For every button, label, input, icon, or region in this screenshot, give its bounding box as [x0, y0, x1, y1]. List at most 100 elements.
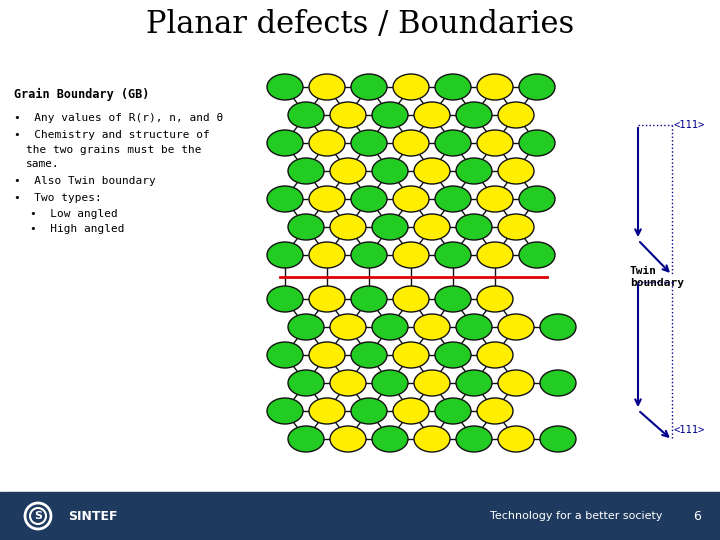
Ellipse shape: [267, 398, 303, 424]
Ellipse shape: [477, 398, 513, 424]
Ellipse shape: [288, 158, 324, 184]
Ellipse shape: [372, 158, 408, 184]
Ellipse shape: [540, 314, 576, 340]
Ellipse shape: [393, 242, 429, 268]
Ellipse shape: [435, 186, 471, 212]
Text: SINTEF: SINTEF: [68, 510, 117, 523]
Text: •  High angled: • High angled: [30, 224, 125, 234]
Ellipse shape: [477, 242, 513, 268]
Ellipse shape: [435, 74, 471, 100]
Ellipse shape: [309, 74, 345, 100]
Ellipse shape: [393, 186, 429, 212]
Text: <111>: <111>: [674, 425, 706, 435]
Ellipse shape: [414, 102, 450, 128]
Text: •  Low angled: • Low angled: [30, 209, 118, 219]
Ellipse shape: [498, 426, 534, 452]
Ellipse shape: [477, 286, 513, 312]
Ellipse shape: [477, 342, 513, 368]
Ellipse shape: [288, 102, 324, 128]
Ellipse shape: [351, 398, 387, 424]
Ellipse shape: [330, 158, 366, 184]
Ellipse shape: [393, 130, 429, 156]
Ellipse shape: [414, 214, 450, 240]
Ellipse shape: [414, 370, 450, 396]
Ellipse shape: [498, 214, 534, 240]
Ellipse shape: [267, 342, 303, 368]
Ellipse shape: [519, 74, 555, 100]
Ellipse shape: [309, 186, 345, 212]
Ellipse shape: [330, 314, 366, 340]
Text: Twin
boundary: Twin boundary: [630, 266, 684, 288]
Text: Planar defects / Boundaries: Planar defects / Boundaries: [146, 9, 574, 39]
Text: Grain Boundary (GB): Grain Boundary (GB): [14, 88, 149, 101]
Ellipse shape: [330, 102, 366, 128]
Ellipse shape: [456, 370, 492, 396]
Ellipse shape: [414, 426, 450, 452]
Ellipse shape: [456, 102, 492, 128]
Ellipse shape: [477, 74, 513, 100]
Ellipse shape: [477, 130, 513, 156]
Ellipse shape: [477, 186, 513, 212]
Ellipse shape: [330, 214, 366, 240]
Ellipse shape: [309, 398, 345, 424]
Ellipse shape: [498, 102, 534, 128]
Ellipse shape: [267, 74, 303, 100]
Ellipse shape: [456, 426, 492, 452]
Ellipse shape: [372, 314, 408, 340]
Text: the two grains must be the: the two grains must be the: [26, 145, 202, 155]
Ellipse shape: [351, 74, 387, 100]
Ellipse shape: [393, 74, 429, 100]
Ellipse shape: [456, 158, 492, 184]
Ellipse shape: [309, 286, 345, 312]
Text: 6: 6: [693, 510, 701, 523]
Ellipse shape: [372, 214, 408, 240]
Ellipse shape: [456, 314, 492, 340]
Ellipse shape: [309, 242, 345, 268]
Ellipse shape: [309, 342, 345, 368]
Ellipse shape: [435, 286, 471, 312]
Ellipse shape: [540, 426, 576, 452]
Ellipse shape: [435, 342, 471, 368]
Ellipse shape: [372, 426, 408, 452]
Ellipse shape: [498, 370, 534, 396]
Ellipse shape: [393, 342, 429, 368]
Text: Technology for a better society: Technology for a better society: [490, 511, 662, 521]
Ellipse shape: [267, 186, 303, 212]
Text: S: S: [34, 511, 42, 521]
Ellipse shape: [414, 158, 450, 184]
Ellipse shape: [498, 314, 534, 340]
Ellipse shape: [372, 102, 408, 128]
Text: <111>: <111>: [674, 120, 706, 130]
Ellipse shape: [267, 130, 303, 156]
Ellipse shape: [393, 286, 429, 312]
Ellipse shape: [372, 370, 408, 396]
Ellipse shape: [519, 130, 555, 156]
Text: •  Chemistry and structure of: • Chemistry and structure of: [14, 130, 210, 140]
Ellipse shape: [288, 370, 324, 396]
Ellipse shape: [288, 426, 324, 452]
Ellipse shape: [414, 314, 450, 340]
Ellipse shape: [267, 286, 303, 312]
Ellipse shape: [267, 242, 303, 268]
Bar: [0, 492, 720, 540]
Ellipse shape: [330, 426, 366, 452]
Ellipse shape: [351, 130, 387, 156]
Text: same.: same.: [26, 159, 60, 169]
Ellipse shape: [351, 286, 387, 312]
Ellipse shape: [351, 186, 387, 212]
Ellipse shape: [288, 214, 324, 240]
Ellipse shape: [435, 130, 471, 156]
Text: •  Also Twin boundary: • Also Twin boundary: [14, 176, 156, 186]
Ellipse shape: [351, 342, 387, 368]
Ellipse shape: [351, 242, 387, 268]
Ellipse shape: [435, 398, 471, 424]
Ellipse shape: [498, 158, 534, 184]
Ellipse shape: [456, 214, 492, 240]
Ellipse shape: [540, 370, 576, 396]
Text: •  Two types:: • Two types:: [14, 193, 102, 203]
Text: •  Any values of R(r), n, and θ: • Any values of R(r), n, and θ: [14, 113, 223, 123]
Ellipse shape: [330, 370, 366, 396]
Ellipse shape: [435, 242, 471, 268]
Ellipse shape: [519, 186, 555, 212]
Ellipse shape: [393, 398, 429, 424]
